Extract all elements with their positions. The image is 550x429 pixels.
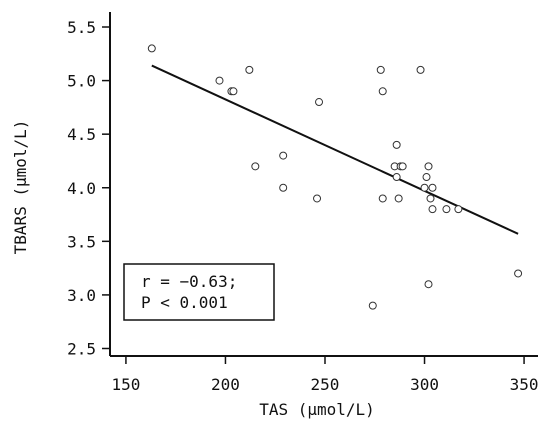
stats-annotation-r: r = −0.63; <box>141 272 237 291</box>
data-point <box>147 44 156 53</box>
x-axis-label: TAS (µmol/L) <box>259 400 375 419</box>
data-point <box>245 65 254 74</box>
data-point <box>424 280 433 289</box>
data-point <box>279 183 288 192</box>
data-point <box>215 76 224 85</box>
data-point <box>420 183 429 192</box>
data-point <box>313 194 322 203</box>
stats-annotation-box: r = −0.63; P < 0.001 <box>123 263 275 321</box>
y-tick-label: 5.0 <box>67 72 96 91</box>
stats-annotation-border <box>123 263 275 321</box>
data-point <box>424 162 433 171</box>
data-point <box>279 151 288 160</box>
y-tick-label: 5.5 <box>67 18 96 37</box>
data-point <box>392 140 401 149</box>
y-tick-label: 2.5 <box>67 339 96 358</box>
x-tick-label: 200 <box>211 375 240 394</box>
data-point <box>442 205 451 214</box>
data-point <box>378 194 387 203</box>
data-point <box>514 269 523 278</box>
data-point <box>378 87 387 96</box>
ticks-layer: 150 200 250 300 350 2.5 3.0 3.5 4.0 4.5 5.0 5.5 <box>67 18 538 394</box>
data-point <box>229 87 238 96</box>
data-point <box>428 183 437 192</box>
x-tick-label: 300 <box>410 375 439 394</box>
data-point <box>392 173 401 182</box>
data-point <box>426 194 435 203</box>
y-tick-label: 3.0 <box>67 286 96 305</box>
trend-layer <box>151 64 519 235</box>
x-tick-label: 150 <box>111 375 140 394</box>
data-point <box>368 301 377 310</box>
data-point <box>251 162 260 171</box>
data-point <box>376 65 385 74</box>
points-layer <box>147 44 523 310</box>
data-point <box>428 205 437 214</box>
y-tick-label: 4.5 <box>67 125 96 144</box>
y-tick-label: 4.0 <box>67 179 96 198</box>
stats-annotation-p: P < 0.001 <box>141 293 228 312</box>
data-point <box>454 205 463 214</box>
y-axis-label: TBARS (µmol/L) <box>11 120 30 255</box>
y-tick-label: 3.5 <box>67 232 96 251</box>
data-point <box>422 173 431 182</box>
data-point <box>315 98 324 107</box>
x-tick-label: 350 <box>510 375 539 394</box>
x-tick-label: 250 <box>311 375 340 394</box>
data-point <box>416 65 425 74</box>
data-point <box>394 194 403 203</box>
regression-line <box>151 64 519 235</box>
axes-layer <box>109 12 538 357</box>
data-point <box>398 162 407 171</box>
